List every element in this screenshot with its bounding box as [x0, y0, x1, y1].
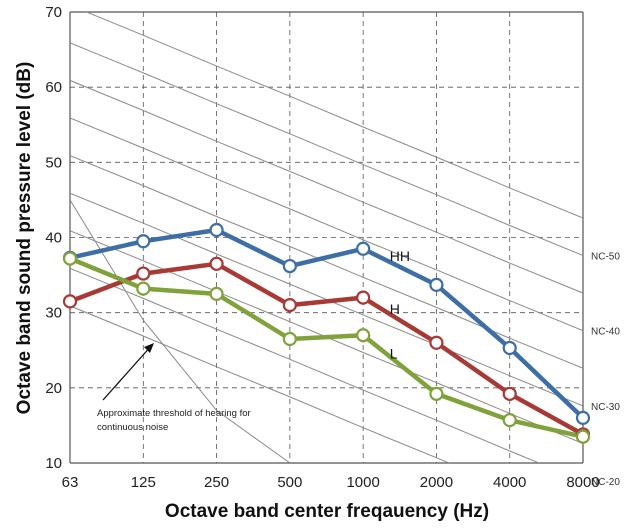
data-series [62, 222, 591, 444]
grid [69, 11, 584, 464]
series-label-l: L [390, 346, 398, 362]
x-tick-4000: 4000 [493, 474, 526, 491]
threshold-annotation: Approximate threshold of hearing for con… [97, 343, 251, 433]
point-l-63 [62, 251, 78, 266]
point-hh-1000 [356, 241, 371, 256]
nc-label-nc-40: NC-40 [591, 327, 620, 338]
point-h-2000 [429, 335, 444, 350]
y-tick-20: 20 [45, 380, 62, 397]
y-tick-50: 50 [45, 154, 62, 171]
x-tick-1000: 1000 [346, 474, 379, 491]
point-l-8000 [575, 429, 591, 444]
series-line-hh [69, 227, 585, 420]
point-l-2000 [429, 386, 444, 401]
point-h-250 [209, 256, 224, 271]
nc-curve-1 [85, 12, 583, 219]
nc-label-nc-20: NC-20 [591, 477, 620, 488]
x-tick-63: 63 [62, 474, 79, 491]
point-h-1000 [356, 290, 371, 305]
x-tick-2000: 2000 [420, 474, 453, 491]
point-hh-125 [136, 234, 151, 249]
point-l-1000 [356, 328, 371, 343]
nc-curve-labels: NC-50 NC-40 NC-30 NC-20 [591, 252, 620, 489]
tick-labels: 10 20 30 40 50 60 70 63 125 250 500 1000 2000 4000 800… [45, 4, 599, 491]
point-h-500 [282, 298, 297, 313]
nc-curve-2 [70, 42, 583, 256]
series-line-l [69, 256, 584, 439]
x-tick-125: 125 [131, 474, 156, 491]
nc-curves [70, 12, 583, 463]
annotation-text-line1: Approximate threshold of hearing for [97, 408, 251, 419]
point-hh-500 [282, 258, 297, 274]
series-label-h: H [390, 301, 400, 317]
point-h-4000 [502, 386, 517, 401]
point-h-63 [62, 294, 78, 309]
point-hh-8000 [575, 410, 591, 425]
nc-curve-3 [70, 79, 583, 294]
y-tick-30: 30 [45, 305, 62, 322]
x-tick-500: 500 [277, 474, 302, 491]
nc-curve-4 [70, 117, 583, 332]
series-label-hh: HH [390, 248, 410, 264]
x-axis-title: Octave band center freqauency (Hz) [165, 501, 489, 522]
x-tick-250: 250 [204, 474, 229, 491]
y-tick-60: 60 [45, 79, 62, 96]
point-hh-2000 [429, 277, 444, 292]
y-axis-title: Octave band sound pressure level (dB) [14, 62, 35, 415]
point-l-4000 [502, 413, 517, 428]
annotation-text-line2: continuous noise [97, 422, 168, 433]
series-line-h [69, 261, 585, 437]
point-l-500 [282, 331, 297, 347]
nc-label-nc-30: NC-30 [591, 402, 620, 413]
annotation-arrow [102, 344, 153, 401]
nc-curve-9 [70, 305, 451, 463]
point-hh-4000 [502, 340, 517, 356]
point-l-250 [209, 286, 224, 301]
x-tick-8000: 8000 [566, 474, 599, 491]
y-tick-40: 40 [45, 230, 62, 247]
annotation-arrowhead [144, 343, 154, 353]
nc-curve-5 [70, 155, 583, 369]
point-hh-250 [209, 222, 224, 238]
point-h-125 [136, 266, 151, 281]
nc-curve-10 [70, 199, 291, 463]
nc-label-nc-50: NC-50 [591, 252, 620, 263]
point-l-125 [136, 281, 151, 296]
y-tick-10: 10 [45, 455, 62, 472]
nc-curve-8 [70, 267, 541, 463]
y-tick-70: 70 [45, 4, 62, 21]
